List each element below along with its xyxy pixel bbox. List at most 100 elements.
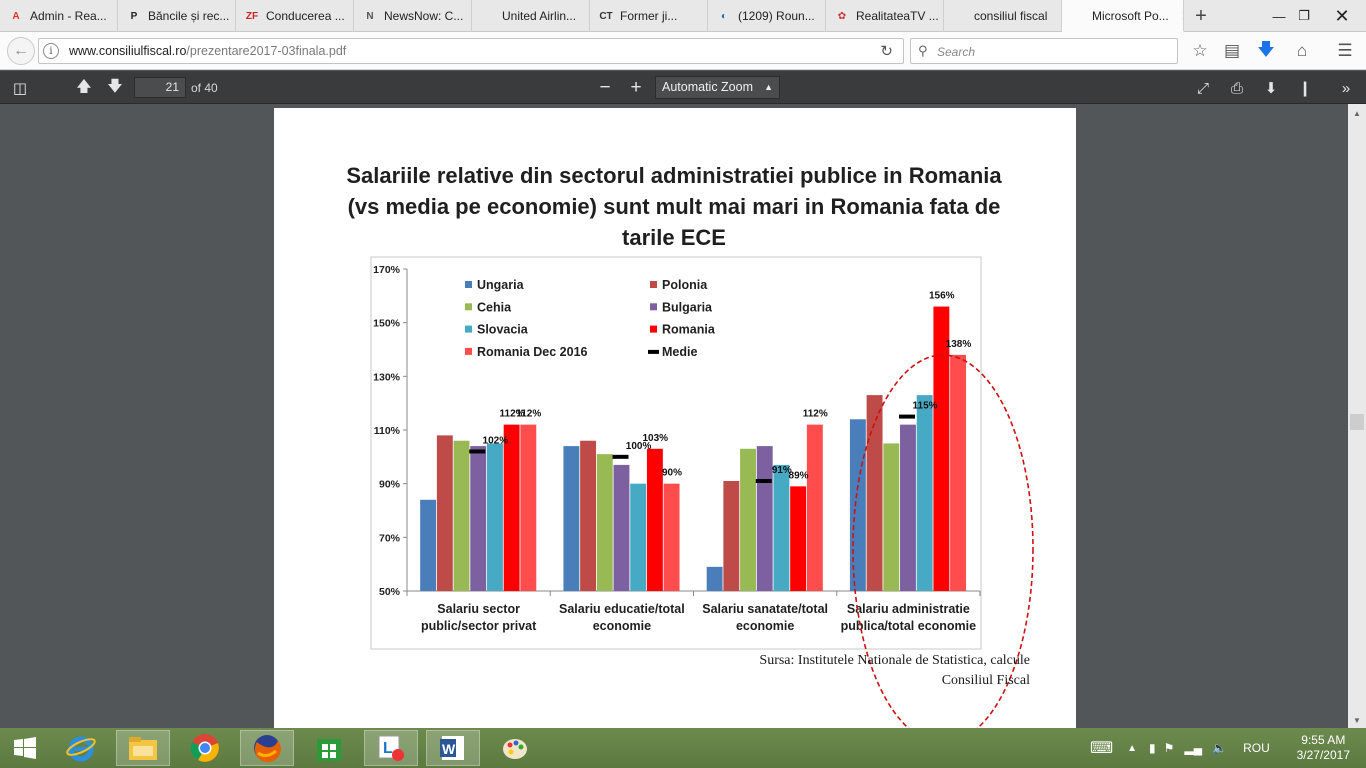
- bar-slovacia: [773, 464, 790, 591]
- zoom-in-icon[interactable]: +: [630, 77, 642, 98]
- tab[interactable]: A Admin - Rea...: [0, 0, 118, 32]
- reading-list-icon[interactable]: ▤: [1223, 41, 1241, 60]
- bookmark-icon[interactable]: ❙: [1298, 80, 1312, 97]
- legend-swatch: [465, 325, 472, 333]
- legend-swatch: [465, 303, 472, 311]
- home-icon[interactable]: ⌂: [1296, 41, 1308, 60]
- url-path: /prezentare2017-03finala.pdf: [186, 44, 347, 58]
- bar-bulgaria: [756, 446, 773, 591]
- favicon-icon: A: [12, 10, 20, 22]
- bar-cehia: [740, 448, 756, 591]
- tab-bar: A Admin - Rea... P Băncile și rec... ZF Condu…: [0, 0, 1366, 32]
- word-icon[interactable]: W: [426, 730, 480, 766]
- language-indicator[interactable]: ROU: [1243, 741, 1270, 755]
- zoom-out-icon[interactable]: −: [599, 77, 611, 98]
- bar-ungaria: [420, 499, 437, 591]
- store-icon[interactable]: [302, 730, 356, 766]
- favicon-icon: [1070, 8, 1086, 24]
- tab[interactable]: United Airlin...: [472, 0, 590, 32]
- show-hidden-icon[interactable]: ▲: [1127, 742, 1137, 754]
- url-text[interactable]: www.consiliulfiscal.ro/prezentare2017-03…: [69, 44, 346, 58]
- bar-romania: [933, 306, 950, 591]
- previous-page-icon[interactable]: 🡅: [76, 77, 92, 95]
- tab-label: Microsoft Po...: [1092, 8, 1169, 23]
- tab[interactable]: N NewsNow: C...: [354, 0, 472, 32]
- scroll-thumb[interactable]: [1350, 414, 1364, 430]
- scroll-down-icon[interactable]: ▼: [1353, 715, 1361, 725]
- legend-label: Ungaria: [477, 278, 525, 292]
- legend-label: Medie: [662, 345, 697, 359]
- sidebar-toggle-icon[interactable]: ◫: [12, 80, 28, 97]
- internet-explorer-icon[interactable]: [54, 730, 108, 766]
- source-note: Sursa: Institutele Nationale de Statisti…: [759, 651, 1030, 691]
- page-number-input[interactable]: 21: [134, 77, 186, 98]
- pdf-toolbar: ◫ 🡅 🡇 21 of 40 − + Automatic Zoom▲▼ ⤢ ⎙ …: [0, 71, 1366, 113]
- pdf-viewer[interactable]: Salariile relative din sectorul administ…: [0, 104, 1348, 728]
- restore-button[interactable]: ❐: [1298, 8, 1310, 23]
- data-label: 103%: [642, 433, 668, 444]
- data-label: 112%: [803, 409, 828, 420]
- volume-icon[interactable]: 🔈: [1212, 741, 1228, 755]
- network-icon[interactable]: ▂▄: [1184, 741, 1203, 755]
- download-icon[interactable]: 🡇: [1257, 39, 1275, 59]
- tab[interactable]: ZF Conducerea ...: [236, 0, 354, 32]
- bar-polonia: [436, 435, 453, 591]
- file-explorer-icon[interactable]: [116, 730, 170, 766]
- info-icon[interactable]: i: [43, 43, 59, 59]
- flag-icon[interactable]: ⚑: [1163, 741, 1175, 755]
- legend-swatch: [648, 349, 659, 354]
- bookmark-star-icon[interactable]: ☆: [1192, 41, 1208, 60]
- clock[interactable]: 9:55 AM 3/27/2017: [1297, 733, 1350, 763]
- back-button[interactable]: ←: [7, 37, 35, 65]
- tab[interactable]: ◐ (1209) Roun...: [708, 0, 826, 32]
- tab[interactable]: Microsoft Po... ✕: [1062, 0, 1184, 32]
- tab[interactable]: consiliul fiscal: [944, 0, 1062, 32]
- bar-polonia: [580, 440, 597, 591]
- data-label: 91%: [772, 465, 792, 476]
- legend-swatch: [650, 325, 657, 333]
- data-label: 138%: [946, 339, 972, 350]
- medie-marker: [469, 449, 486, 454]
- chrome-icon[interactable]: [178, 730, 232, 766]
- zoom-select[interactable]: Automatic Zoom▲▼: [655, 76, 780, 113]
- bar-cehia: [453, 440, 470, 591]
- favicon-icon: ◐: [720, 10, 728, 22]
- print-icon[interactable]: ⎙: [1230, 79, 1243, 97]
- legend-label: Bulgaria: [662, 300, 713, 314]
- category-label: public/sector privat: [421, 619, 537, 633]
- favicon-icon: [480, 8, 496, 24]
- save-icon[interactable]: ⬇: [1264, 80, 1278, 97]
- bar-romania: [646, 448, 663, 591]
- menu-icon[interactable]: ☰: [1337, 41, 1353, 60]
- firefox-icon[interactable]: [240, 730, 294, 766]
- clock-date: 3/27/2017: [1296, 748, 1350, 762]
- tools-icon[interactable]: »: [1341, 79, 1351, 97]
- minimize-button[interactable]: —: [1272, 8, 1286, 24]
- category-label: Salariu sanatate/total: [702, 602, 828, 616]
- close-window-button[interactable]: ✕: [1334, 5, 1350, 26]
- tab[interactable]: ✿ RealitateaTV ...: [826, 0, 944, 32]
- lync-icon[interactable]: L: [364, 730, 418, 766]
- devices-icon[interactable]: ▮: [1149, 741, 1156, 755]
- paint-icon[interactable]: [488, 730, 542, 766]
- legend-swatch: [650, 281, 657, 288]
- windows-start-icon[interactable]: [0, 728, 50, 768]
- legend-swatch: [465, 347, 472, 355]
- tab[interactable]: CT Former ji...: [590, 0, 708, 32]
- search-input[interactable]: ⚲ Search: [910, 38, 1178, 64]
- clock-time: 9:55 AM: [1301, 733, 1346, 747]
- tab-label: Former ji...: [620, 9, 678, 23]
- next-page-icon[interactable]: 🡇: [107, 77, 123, 95]
- url-bar[interactable]: i www.consiliulfiscal.ro/prezentare2017-…: [38, 38, 904, 64]
- keyboard-icon[interactable]: ⌨: [1090, 740, 1114, 757]
- title-line: (vs media pe economie) sunt mult mai mar…: [347, 194, 1001, 219]
- data-label: 115%: [913, 401, 938, 412]
- scroll-up-icon[interactable]: ▲: [1353, 108, 1361, 118]
- new-tab-button[interactable]: +: [1195, 4, 1207, 27]
- close-tab-icon[interactable]: ✕: [1181, 7, 1183, 25]
- tab[interactable]: P Băncile și rec...: [118, 0, 236, 32]
- category-label: economie: [593, 619, 651, 633]
- reload-icon[interactable]: ↻: [880, 43, 893, 60]
- presentation-mode-icon[interactable]: ⤢: [1196, 79, 1209, 97]
- bar-romania-dec-2016: [806, 424, 823, 591]
